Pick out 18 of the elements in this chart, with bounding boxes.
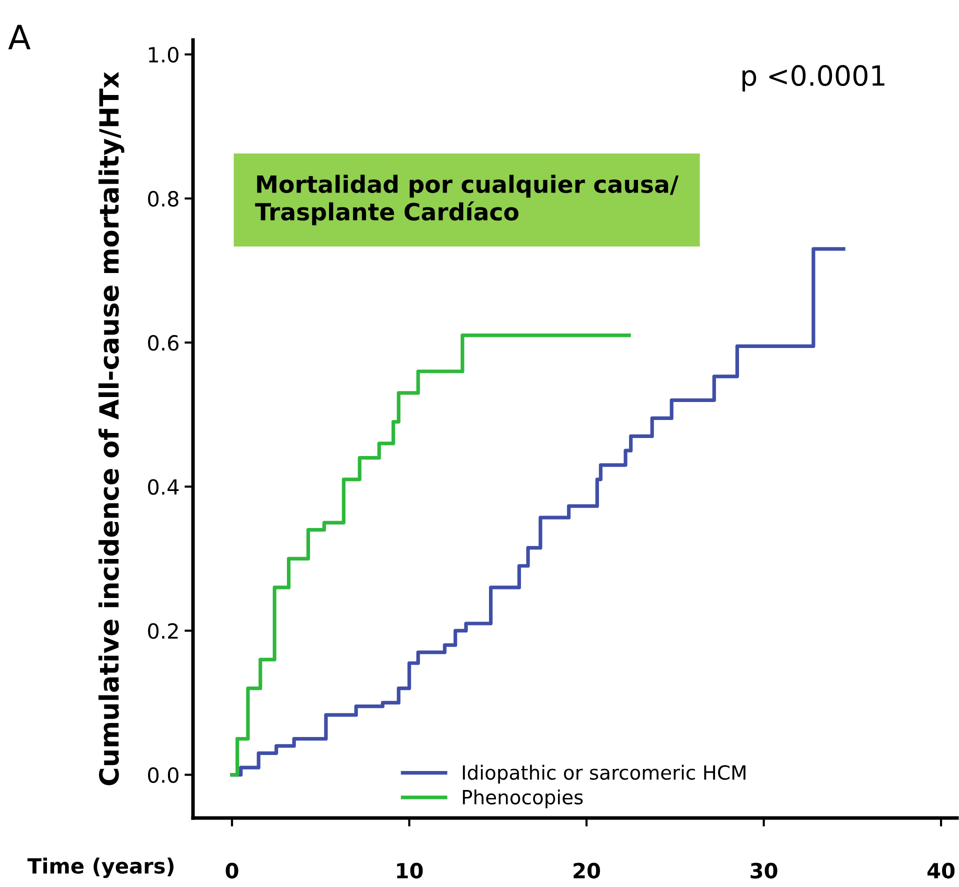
y-tick-label: 0.6 (148, 335, 178, 351)
y-tick-label: 1.0 (148, 46, 178, 63)
y-tick-label: 0.4 (148, 479, 179, 495)
legend-label: Phenocopies (462, 789, 583, 808)
y-tick-label: 0.2 (148, 623, 178, 639)
annotation: p <0.0001 (742, 65, 884, 92)
y-axis-title: Cumulative incidence of All-cause mortality/HTx (98, 72, 124, 786)
x-tick-label: 30 (750, 862, 778, 879)
x-tick-label: 10 (397, 862, 423, 879)
x-axis-title: Time (years) (27, 858, 174, 878)
text: Mortalidad por cualquier causa/ Trasplante Cardíaco (255, 174, 679, 226)
x-tick-label: 40 (927, 862, 955, 879)
x-tick-label: 20 (574, 862, 600, 879)
y-tick-label: 0.0 (148, 767, 178, 783)
legend-label: Idiopathic or sarcomeric HCM (462, 764, 746, 784)
text: A (8, 24, 31, 50)
y-tick-label: 0.8 (148, 190, 178, 207)
x-tick-label: 0 (226, 862, 238, 879)
